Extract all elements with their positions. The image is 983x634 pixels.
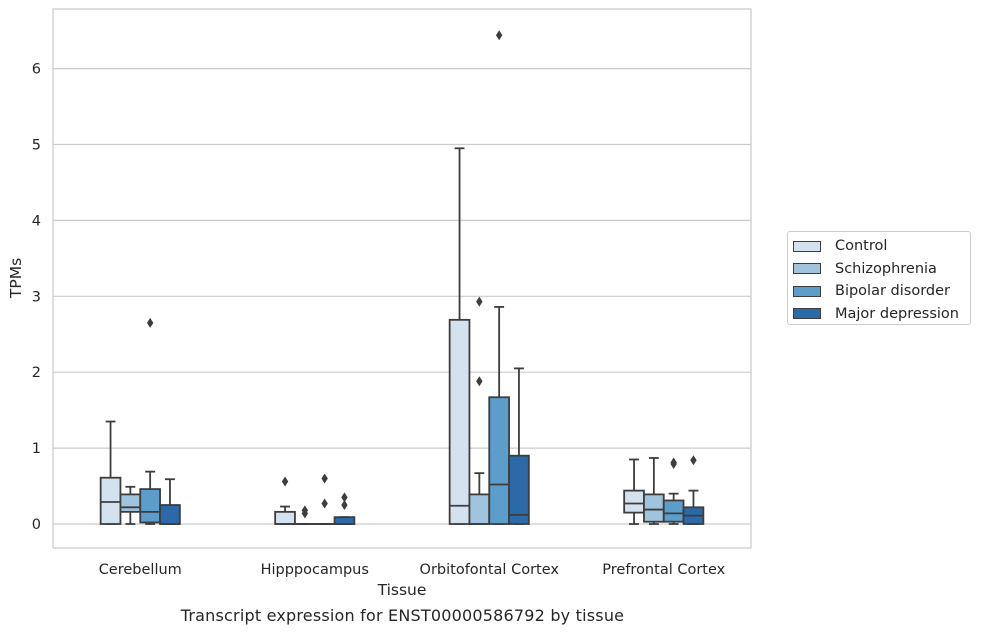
legend-item: Bipolar disorder xyxy=(793,280,970,303)
iqr-box xyxy=(274,510,296,525)
x-tick-label: Orbitofontal Cortex xyxy=(420,562,560,578)
legend-swatch xyxy=(793,308,821,320)
iqr-box xyxy=(99,476,122,525)
box-control xyxy=(274,476,296,525)
x-tick-label: Prefrontal Cortex xyxy=(602,562,725,578)
y-tick-labels: 0 1 2 3 4 5 6 xyxy=(32,62,41,533)
outlier-point xyxy=(321,498,328,509)
outlier-point xyxy=(476,376,483,387)
y-tick-label: 6 xyxy=(32,62,41,78)
chart-caption: Transcript expression for ENST0000058679… xyxy=(180,606,625,625)
box-control xyxy=(448,147,471,525)
x-tick-label: Cerebellum xyxy=(99,562,182,578)
iqr-box xyxy=(488,396,510,525)
box-groups xyxy=(99,30,705,525)
legend-label: Major depression xyxy=(835,305,959,322)
box-major-depression xyxy=(333,492,356,525)
iqr-box xyxy=(159,504,181,525)
legend-label: Schizophrenia xyxy=(835,260,937,277)
iqr-box xyxy=(119,493,142,513)
x-tick-labels: Cerebellum Hipppocampus Orbitofontal Corte… xyxy=(99,562,726,578)
outlier-point xyxy=(670,457,677,468)
legend-item: Schizophrenia xyxy=(793,258,970,281)
box-schizophrenia xyxy=(468,296,491,525)
legend-label: Bipolar disorder xyxy=(835,283,950,300)
outlier-point xyxy=(690,455,697,466)
outlier-point xyxy=(341,500,348,511)
outlier-point xyxy=(495,30,503,41)
box-control xyxy=(623,458,645,525)
box-major-depression xyxy=(508,367,530,525)
outlier-point xyxy=(281,476,289,487)
iqr-box xyxy=(508,454,530,525)
plot-area xyxy=(52,8,752,549)
outlier-point xyxy=(301,505,309,516)
y-tick-label: 5 xyxy=(32,138,41,154)
box-control xyxy=(99,420,122,525)
outlier-point xyxy=(341,492,348,503)
iqr-box xyxy=(333,516,356,525)
outlier-point xyxy=(321,473,328,484)
y-tick-label: 3 xyxy=(32,289,41,305)
iqr-box xyxy=(662,499,685,523)
iqr-box xyxy=(468,493,491,525)
legend-swatch xyxy=(793,285,821,297)
x-tick-label: Hipppocampus xyxy=(261,562,369,578)
iqr-box xyxy=(139,488,161,524)
outlier-point xyxy=(476,296,483,307)
y-tick-label: 2 xyxy=(32,365,41,381)
y-tick-label: 0 xyxy=(32,517,41,533)
y-tick-label: 4 xyxy=(32,213,41,229)
legend-item: Control xyxy=(793,235,970,258)
box-schizophrenia xyxy=(294,505,316,525)
x-axis-label: Tissue xyxy=(377,581,427,599)
legend: Control Schizophrenia Bipolar disorder Majo… xyxy=(787,231,971,325)
legend-label: Control xyxy=(835,238,888,255)
iqr-box xyxy=(448,318,471,525)
legend-item: Major depression xyxy=(793,303,970,326)
y-tick-label: 1 xyxy=(32,441,41,457)
box-major-depression xyxy=(159,478,181,525)
box-major-depression xyxy=(682,455,705,525)
iqr-box xyxy=(643,493,665,523)
outlier-point xyxy=(146,317,154,328)
iqr-box xyxy=(623,489,645,514)
y-axis-label: TPMs xyxy=(7,258,25,299)
box-bipolar-disorder xyxy=(488,30,510,525)
legend-swatch xyxy=(793,263,821,275)
legend-swatch xyxy=(793,240,821,252)
box-bipolar-disorder xyxy=(139,317,161,525)
